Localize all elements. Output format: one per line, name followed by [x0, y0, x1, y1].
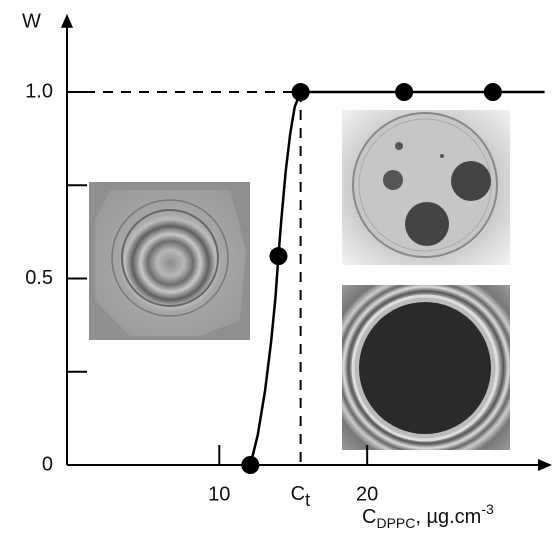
y-tick-label: 0 [42, 453, 53, 475]
x-tick-label: 10 [208, 483, 230, 505]
data-point [484, 83, 502, 101]
threshold-label-sub: t [305, 490, 310, 510]
threshold-label: Ct [291, 483, 310, 509]
x-axis-arrow [538, 459, 552, 471]
inset-image-1 [89, 182, 250, 340]
inset-image-3 [342, 285, 510, 450]
data-point [269, 247, 287, 265]
data-point [395, 83, 413, 101]
y-tick-label: 0.5 [25, 267, 53, 289]
chart: W CDPPC, µg.cm-3 00.51.01020Ct [0, 0, 558, 555]
x-label-sup: -3 [481, 501, 494, 517]
x-label-rest: , µg.cm [415, 506, 481, 528]
x-tick-label: 20 [356, 483, 378, 505]
data-point [292, 83, 310, 101]
x-label-main: C [362, 506, 376, 528]
x-label-sub: DPPC [376, 515, 415, 531]
inset-image-2 [342, 110, 510, 265]
y-axis-label: W [22, 10, 41, 32]
y-axis-arrow [61, 14, 73, 28]
x-axis-label: CDPPC, µg.cm-3 [362, 501, 494, 531]
y-tick-label: 1.0 [25, 80, 53, 102]
threshold-label-main: C [291, 483, 305, 505]
data-point [241, 456, 259, 474]
